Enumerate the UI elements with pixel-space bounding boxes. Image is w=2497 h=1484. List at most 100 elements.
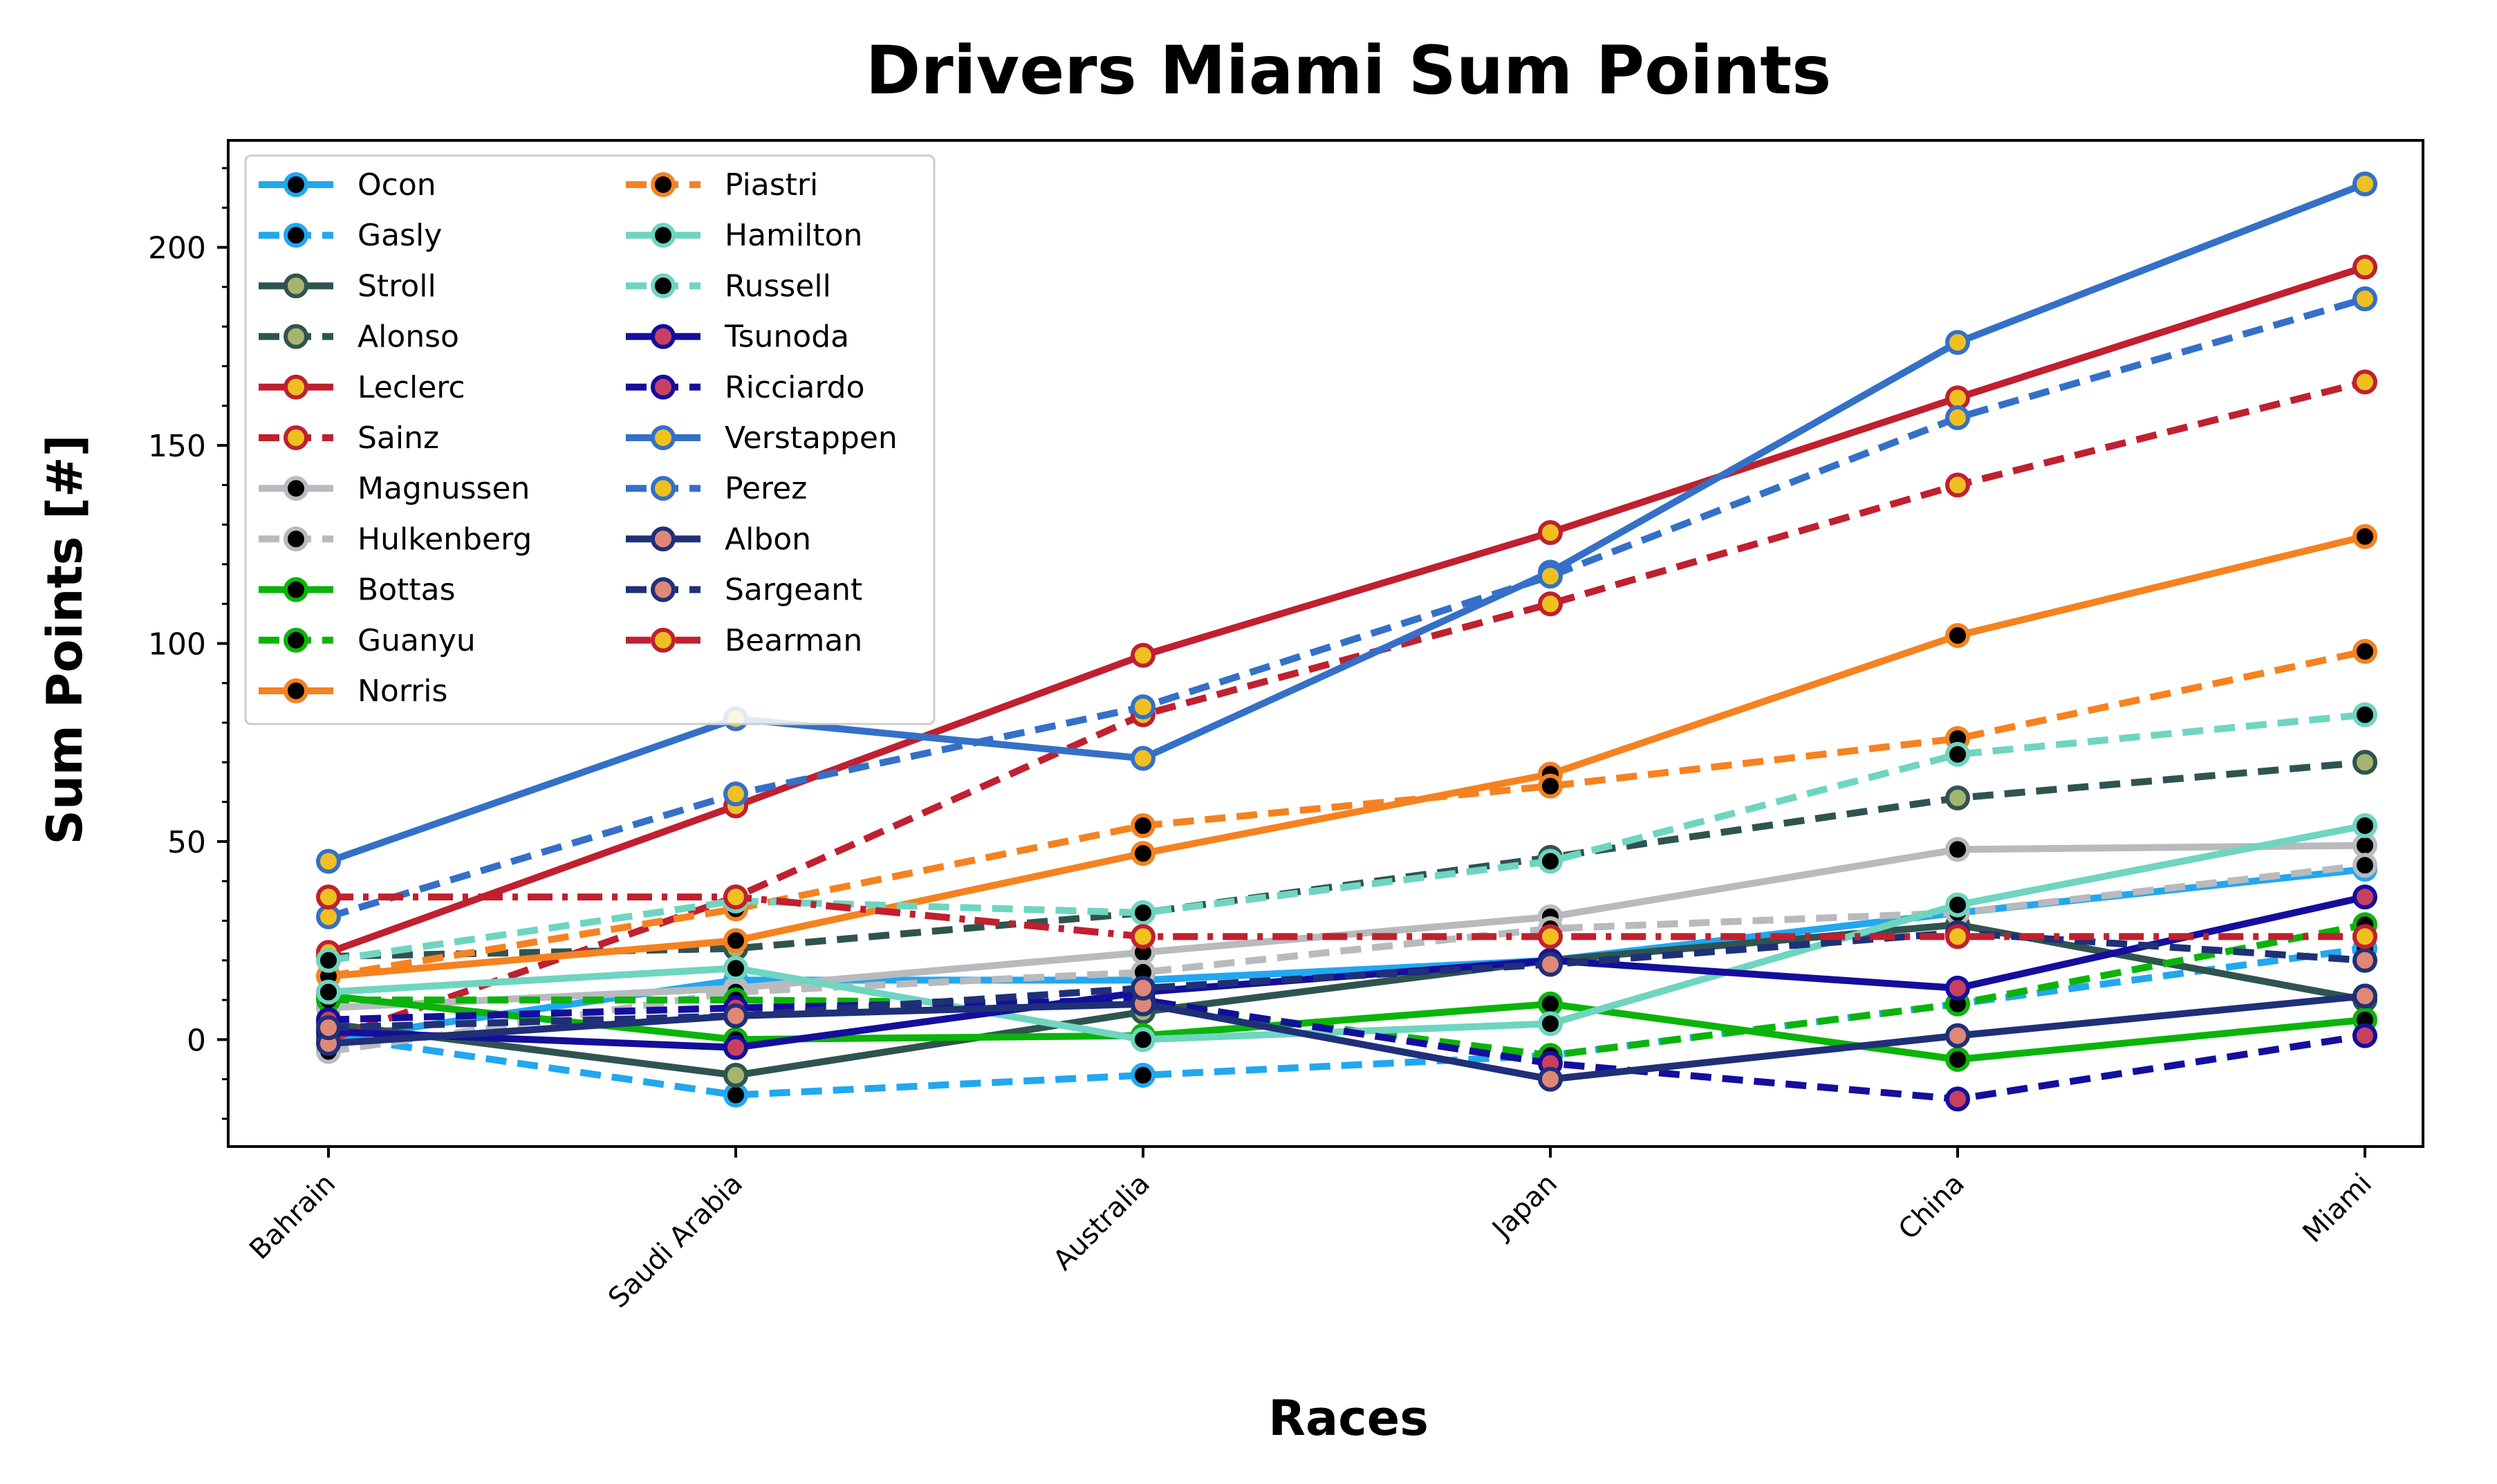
series-perez [316,286,2377,929]
data-point-ricciardo-miami [2352,1023,2377,1048]
series-leclerc [316,254,2377,965]
legend-label-perez: Perez [725,471,807,506]
data-point-sargeant-miami [2352,947,2377,973]
legend-marker-hulkenberg [284,526,308,552]
data-point-leclerc-china [1945,385,1970,411]
legend-label-leclerc: Leclerc [358,370,465,405]
data-point-perez-china [1945,405,1970,430]
legend-label-sargeant: Sargeant [725,573,862,608]
data-point-bearman-saudi-arabia [723,884,748,910]
legend: Ocon Gasly Stroll Alonso Leclerc Sainz Magnuss… [244,154,936,725]
data-point-perez-australia [1131,694,1155,720]
legend-marker-norris [284,678,308,703]
legend-marker-stroll [284,273,308,299]
data-point-russell-japan [1538,848,1563,874]
data-point-perez-saudi-arabia [723,781,748,807]
legend-label-tsunoda: Tsunoda [724,319,849,355]
data-point-piastri-japan [1538,773,1563,799]
data-point-verstappen-australia [1131,745,1155,771]
series-line-norris [328,532,2366,980]
data-point-magnussen-miami [2352,833,2377,858]
data-point-albon-japan [1538,1066,1563,1092]
data-point-leclerc-japan [1538,520,1563,546]
data-point-bearman-australia [1131,924,1155,949]
data-point-bearman-miami [2352,924,2377,949]
data-point-russell-miami [2352,702,2377,727]
legend-marker-alonso [284,324,308,349]
data-point-sargeant-saudi-arabia [723,1003,748,1028]
legend-item-gasly: Gasly [259,218,442,253]
legend-label-magnussen: Magnussen [358,471,530,506]
legend-label-gasly: Gasly [358,218,442,253]
legend-label-verstappen: Verstappen [725,420,898,456]
data-point-leclerc-australia [1131,642,1155,668]
data-point-tsunoda-miami [2352,884,2377,910]
data-point-bearman-bahrain [316,884,341,910]
series-line-russell [328,711,2366,964]
legend-item-magnussen: Magnussen [259,471,530,506]
legend-marker-sargeant [651,577,676,602]
series-line-bottas [328,992,2366,1063]
data-point-bottas-japan [1538,991,1563,1017]
series-line-perez [327,295,2366,920]
series-line-albon [328,992,2366,1083]
data-point-magnussen-china [1945,837,1970,862]
legend-marker-magnussen [284,476,308,501]
data-point-verstappen-china [1945,330,1970,355]
series-line-verstappen [327,180,2366,865]
data-point-norris-australia [1131,841,1155,866]
legend-marker-albon [651,526,676,552]
legend-item-tsunoda: Tsunoda [626,319,849,355]
data-point-perez-bahrain [316,904,341,929]
legend-item-guanyu: Guanyu [259,623,476,658]
legend-marker-gasly [284,223,308,248]
y-tick-label-50: 50 [167,825,206,860]
data-point-bearman-japan [1538,924,1563,949]
legend-marker-bearman [651,627,676,653]
legend-item-russell: Russell [626,268,831,304]
legend-label-ricciardo: Ricciardo [725,370,865,405]
data-point-sargeant-bahrain [316,1015,341,1041]
data-point-alonso-china [1945,785,1970,810]
legend-label-bearman: Bearman [725,623,862,658]
legend-label-stroll: Stroll [358,268,436,304]
data-point-bottas-china [1945,1046,1970,1072]
legend-marker-guanyu [284,627,308,653]
legend-item-alonso: Alonso [259,319,459,355]
legend-marker-russell [651,273,676,299]
series-line-ricciardo [328,996,2366,1103]
data-point-hamilton-saudi-arabia [723,956,748,981]
legend-item-albon: Albon [626,521,811,557]
legend-marker-verstappen [651,425,676,450]
data-point-ricciardo-china [1945,1086,1970,1112]
legend-item-norris: Norris [259,674,447,709]
y-axis-label: Sum Points [#] [37,435,93,845]
data-point-hamilton-china [1945,892,1970,918]
legend-item-bottas: Bottas [259,573,456,608]
data-point-albon-miami [2352,983,2377,1009]
data-point-tsunoda-china [1945,975,1970,1001]
series-layer [316,171,2377,1112]
data-point-perez-japan [1538,564,1563,589]
legend-marker-bottas [284,577,308,602]
data-point-hamilton-bahrain [316,979,341,1005]
series-line-leclerc [327,263,2366,956]
data-point-bearman-china [1945,924,1970,949]
chart-title: Drivers Miami Sum Points [866,32,1832,109]
legend-item-perez: Perez [626,471,807,506]
series-norris [316,523,2377,989]
data-point-sainz-miami [2352,369,2377,395]
legend-label-albon: Albon [725,521,811,557]
legend-label-alonso: Alonso [358,319,459,355]
data-point-albon-china [1945,1023,1970,1048]
data-point-sargeant-japan [1538,952,1563,977]
legend-item-hulkenberg: Hulkenberg [259,521,532,557]
legend-item-sainz: Sainz [259,420,439,456]
data-point-russell-china [1945,741,1970,767]
data-point-gasly-australia [1131,1062,1155,1088]
y-tick-label-0: 0 [187,1023,206,1058]
legend-item-sargeant: Sargeant [626,573,862,608]
data-point-sainz-china [1945,472,1970,498]
